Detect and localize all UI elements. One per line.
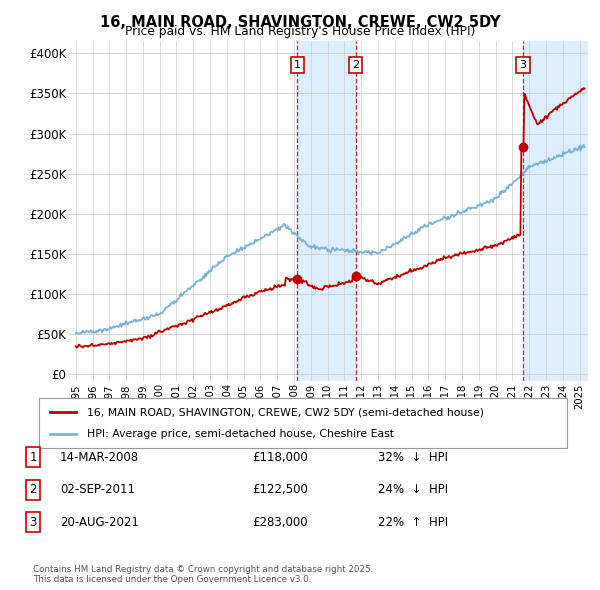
Text: Contains HM Land Registry data © Crown copyright and database right 2025.
This d: Contains HM Land Registry data © Crown c… xyxy=(33,565,373,584)
Text: 20-AUG-2021: 20-AUG-2021 xyxy=(60,516,139,529)
Text: 02-SEP-2011: 02-SEP-2011 xyxy=(60,483,135,496)
Text: Price paid vs. HM Land Registry's House Price Index (HPI): Price paid vs. HM Land Registry's House … xyxy=(125,25,475,38)
Text: £118,000: £118,000 xyxy=(252,451,308,464)
Text: 16, MAIN ROAD, SHAVINGTON, CREWE, CW2 5DY (semi-detached house): 16, MAIN ROAD, SHAVINGTON, CREWE, CW2 5D… xyxy=(86,407,484,417)
Bar xyxy=(523,41,590,381)
Text: 1: 1 xyxy=(29,451,37,464)
Text: 14-MAR-2008: 14-MAR-2008 xyxy=(60,451,139,464)
Text: HPI: Average price, semi-detached house, Cheshire East: HPI: Average price, semi-detached house,… xyxy=(86,430,394,440)
Text: £283,000: £283,000 xyxy=(252,516,308,529)
Text: 3: 3 xyxy=(520,60,526,70)
Text: 24%  ↓  HPI: 24% ↓ HPI xyxy=(378,483,448,496)
Text: 16, MAIN ROAD, SHAVINGTON, CREWE, CW2 5DY: 16, MAIN ROAD, SHAVINGTON, CREWE, CW2 5D… xyxy=(100,15,500,30)
Text: £122,500: £122,500 xyxy=(252,483,308,496)
Text: 1: 1 xyxy=(294,60,301,70)
Text: 3: 3 xyxy=(29,516,37,529)
Text: 2: 2 xyxy=(29,483,37,496)
Bar xyxy=(298,41,356,381)
Text: 2: 2 xyxy=(352,60,359,70)
Text: 22%  ↑  HPI: 22% ↑ HPI xyxy=(378,516,448,529)
Text: 32%  ↓  HPI: 32% ↓ HPI xyxy=(378,451,448,464)
